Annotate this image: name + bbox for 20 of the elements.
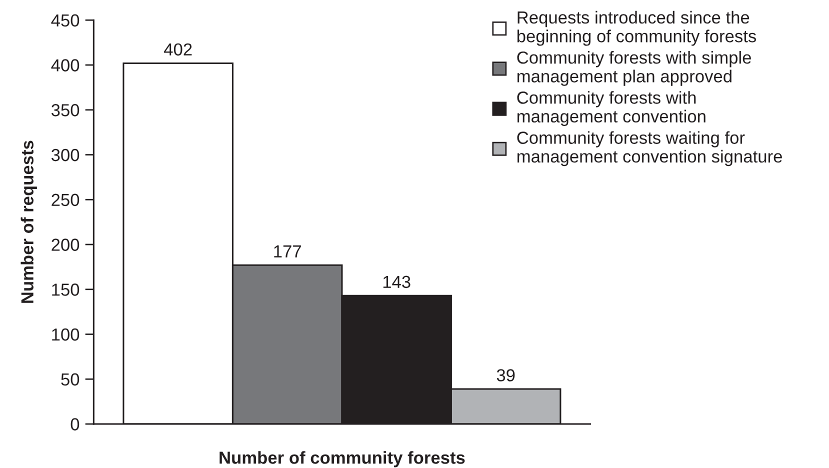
legend-label: Community forests with management convention — [517, 91, 706, 126]
data-label: 177 — [274, 245, 301, 258]
y-tick-label: 250 — [52, 194, 80, 206]
y-tick-label: 300 — [51, 148, 80, 162]
y-tick-label: 150 — [52, 284, 80, 296]
y-tick-label: 200 — [52, 238, 80, 251]
y-tick-label: 50 — [61, 373, 80, 386]
legend-label: Requests introduced since the beginning of community forests — [517, 10, 756, 46]
data-label: 402 — [164, 43, 192, 56]
y-tick-label: 350 — [51, 104, 80, 116]
y-tick-label: 100 — [52, 328, 80, 341]
y-tick-label: 400 — [51, 59, 80, 72]
y-axis-title: Number of requests — [20, 140, 37, 303]
legend-label: Community forests waiting for management convention signature — [517, 131, 782, 166]
y-tick-label: 450 — [51, 14, 80, 27]
y-tick-label: 0 — [70, 418, 80, 430]
legend-label: Community forests with simple management plan approved — [517, 51, 751, 86]
data-label: 39 — [496, 369, 515, 382]
x-axis-title: Number of community forests — [220, 451, 465, 468]
data-label: 143 — [383, 276, 410, 288]
